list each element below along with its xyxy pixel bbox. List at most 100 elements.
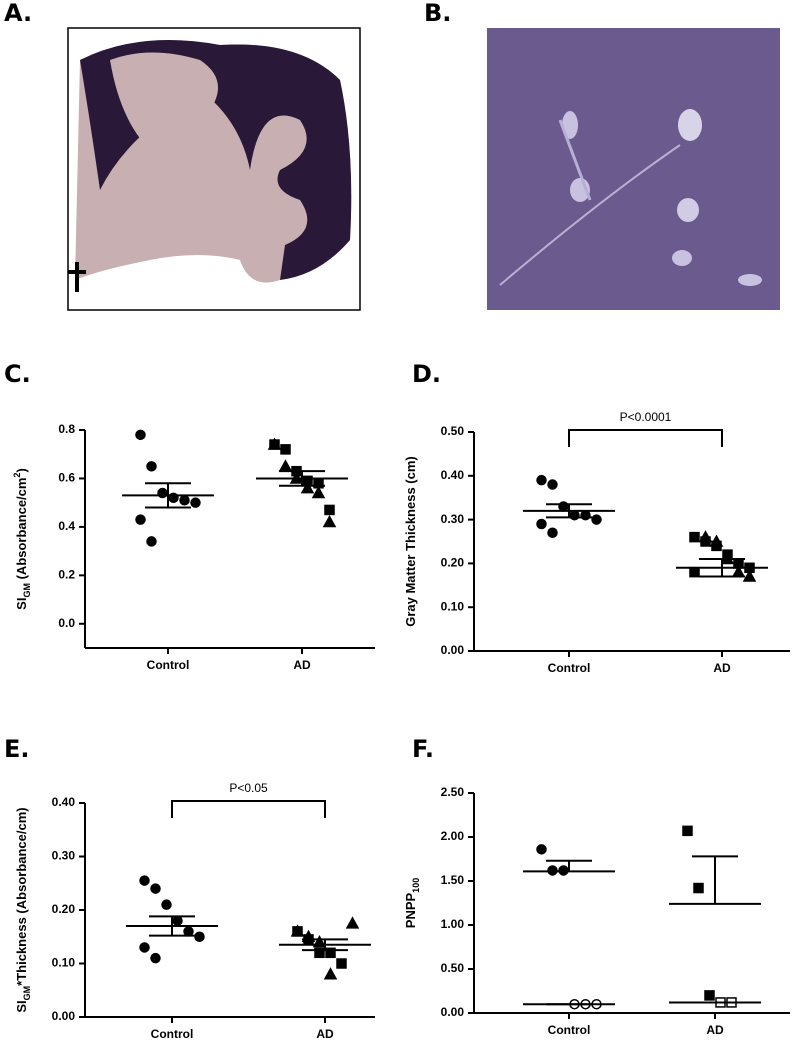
- data-point: [280, 444, 291, 455]
- y-tick-label: 0.10: [52, 956, 76, 970]
- data-point: [139, 942, 150, 953]
- y-tick-label: 0.20: [52, 902, 76, 916]
- data-point: [709, 534, 724, 547]
- y-axis-label-part: SI: [14, 598, 29, 610]
- panel-label: E.: [4, 735, 30, 763]
- x-tick-label: Control: [151, 1027, 194, 1041]
- data-point: [172, 915, 183, 926]
- data-point: [323, 967, 338, 980]
- data-point: [742, 569, 757, 582]
- error-bar: [279, 470, 325, 487]
- error-bar: [302, 938, 348, 952]
- y-tick-label: 2.50: [441, 785, 465, 799]
- y-axis-label-part: GM: [22, 583, 32, 598]
- y-axis-label-part: 2: [12, 473, 22, 478]
- error-bar: [692, 855, 738, 904]
- data-point: [190, 497, 201, 508]
- data-point: [194, 931, 205, 942]
- y-axis-label-part: Gray Matter Thickness (cm): [403, 456, 418, 627]
- data-point: [300, 481, 315, 494]
- significance-label: P<0.05: [229, 781, 268, 795]
- y-axis-label: PNPP100: [403, 878, 421, 928]
- panel-label: D.: [412, 360, 441, 388]
- error-bar: [145, 482, 191, 509]
- data-point: [547, 527, 558, 538]
- data-point: [314, 947, 325, 959]
- data-point: [150, 952, 161, 964]
- x-tick-label: AD: [316, 1027, 334, 1041]
- data-point: [704, 990, 715, 1001]
- y-tick-label: 1.50: [441, 873, 465, 887]
- y-axis-label-part: ): [14, 468, 29, 472]
- y-axis-label-part: 100: [411, 878, 421, 893]
- y-tick-label: 0.50: [441, 424, 465, 438]
- data-point: [267, 437, 282, 450]
- data-point: [135, 429, 146, 441]
- panel-label: F.: [412, 735, 434, 763]
- y-axis-label: SIGM (Absorbance/cm2): [12, 468, 32, 610]
- brain-section-image: [67, 27, 361, 311]
- data-point: [278, 459, 293, 472]
- data-point: [324, 504, 335, 516]
- data-point: [290, 924, 305, 937]
- data-point: [135, 514, 146, 525]
- data-point: [689, 531, 700, 543]
- panel-label: C.: [4, 360, 31, 388]
- data-point: [345, 916, 360, 929]
- data-point: [336, 958, 347, 969]
- y-axis-label-part: (Absorbance/cm: [14, 478, 29, 583]
- data-point: [179, 494, 190, 506]
- data-point: [698, 530, 713, 543]
- data-point: [322, 514, 337, 528]
- y-axis-label: Gray Matter Thickness (cm): [403, 456, 418, 627]
- y-tick-label: 0.30: [441, 512, 465, 526]
- significance-bracket: [568, 429, 723, 447]
- data-point: [161, 899, 172, 910]
- y-tick-label: 0.10: [441, 599, 465, 613]
- data-point: [547, 479, 558, 490]
- data-point: [536, 844, 547, 855]
- x-tick-label: Control: [147, 658, 190, 672]
- error-bar: [699, 558, 745, 578]
- x-tick-label: Control: [548, 1023, 591, 1037]
- data-point: [139, 875, 150, 886]
- y-axis-label-part: PNPP: [403, 892, 418, 928]
- y-tick-label: 0.40: [441, 468, 465, 482]
- y-tick-label: 0.30: [52, 849, 76, 863]
- data-point: [693, 882, 704, 894]
- y-axis-label: SIGM*Thickness (Absorbance/cm): [14, 807, 32, 1012]
- data-point: [325, 947, 336, 959]
- data-point: [682, 825, 693, 837]
- y-tick-label: 0.50: [441, 961, 465, 975]
- data-point: [591, 514, 602, 525]
- data-point: [146, 461, 157, 472]
- error-bar: [546, 859, 592, 872]
- y-tick-label: 0.40: [52, 795, 76, 809]
- x-tick-label: AD: [293, 658, 311, 672]
- significance-label: P<0.0001: [620, 410, 672, 424]
- error-bar: [546, 503, 592, 519]
- y-tick-label: 0.00: [52, 1009, 76, 1023]
- y-tick-label: 2.00: [441, 829, 465, 843]
- data-point: [536, 474, 547, 486]
- data-point: [689, 566, 700, 578]
- y-tick-label: 0.20: [441, 556, 465, 570]
- x-tick-label: Control: [548, 661, 591, 675]
- panel-label: A.: [4, 0, 32, 27]
- y-tick-label: 0.8: [58, 422, 75, 436]
- y-axis-label-part: SI: [14, 1000, 29, 1012]
- data-point: [311, 485, 326, 499]
- significance-bracket: [171, 800, 326, 818]
- data-point: [150, 883, 161, 894]
- x-tick-label: AD: [713, 661, 731, 675]
- x-tick-label: AD: [706, 1023, 724, 1037]
- y-tick-label: 0.0: [58, 616, 75, 630]
- error-bar: [149, 915, 195, 937]
- y-axis-label-part: GM: [22, 986, 32, 1001]
- data-point: [536, 518, 547, 530]
- y-tick-label: 0.6: [58, 471, 75, 485]
- micrograph-image: [487, 28, 780, 310]
- y-tick-label: 0.00: [441, 643, 465, 657]
- y-tick-label: 0.00: [441, 1005, 465, 1019]
